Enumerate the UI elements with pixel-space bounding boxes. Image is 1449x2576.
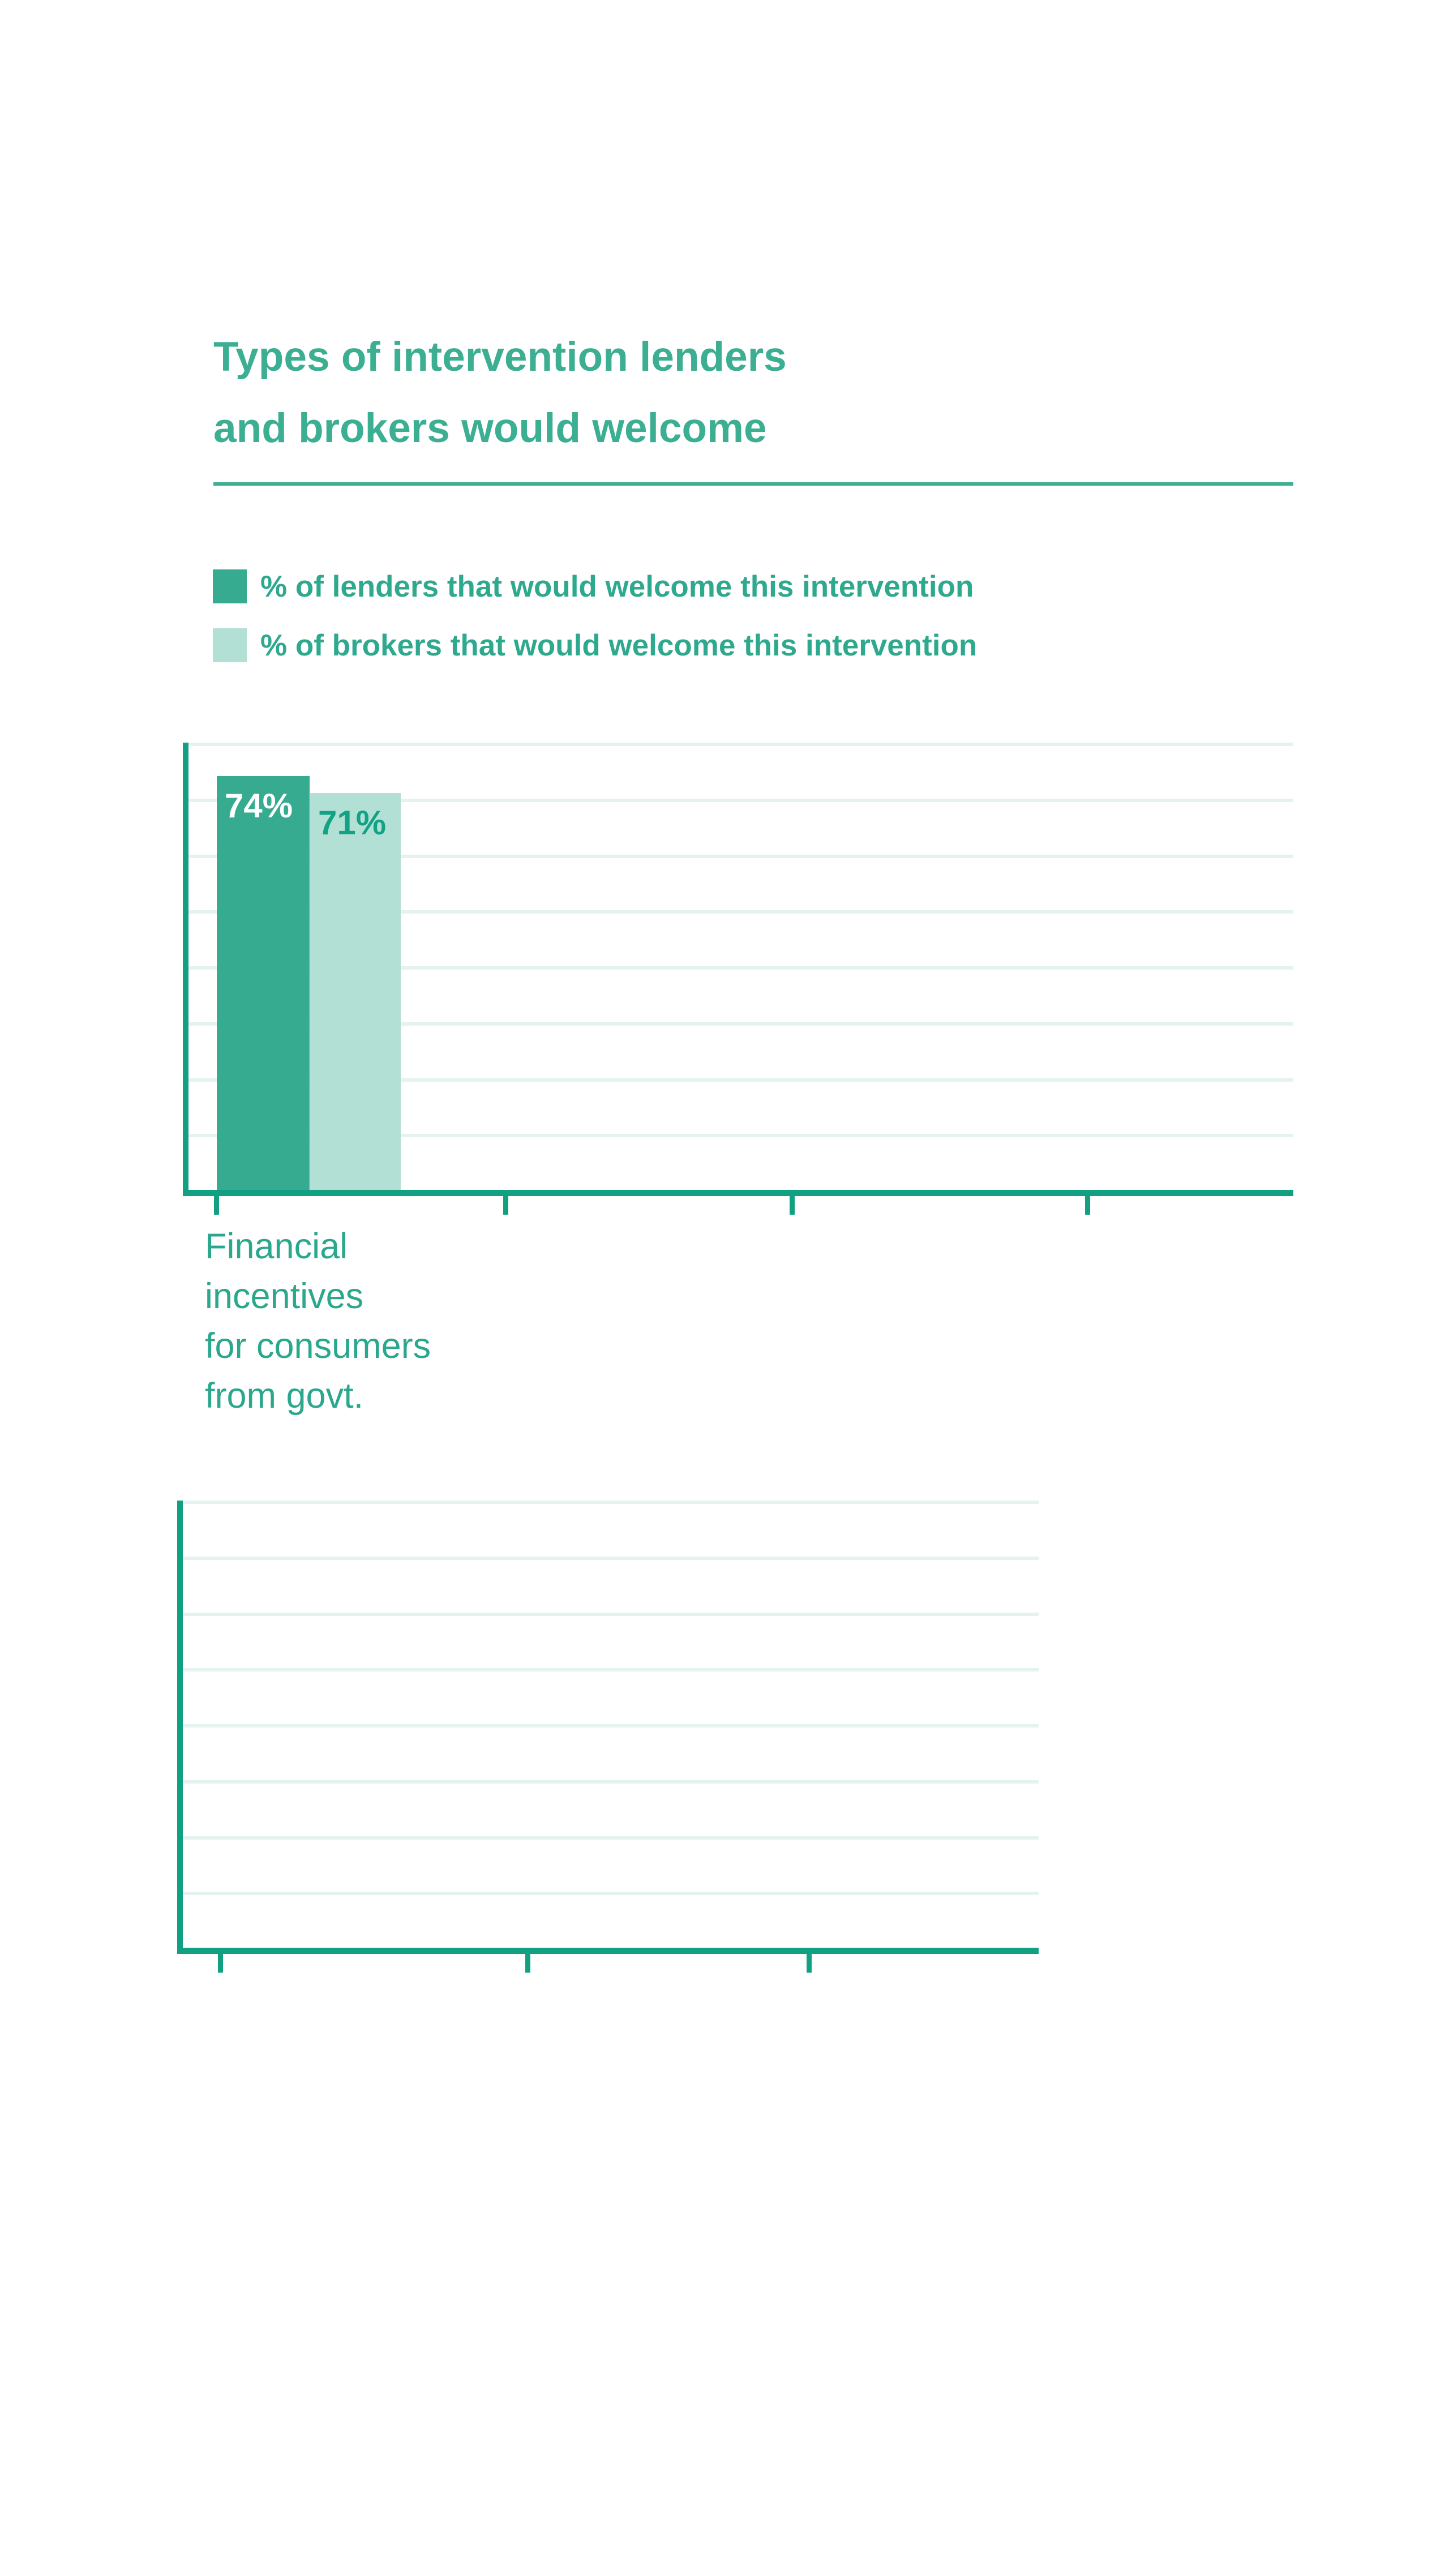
chart-1-x-axis bbox=[183, 1190, 1293, 1196]
legend-label-brokers: % of brokers that would welcome this int… bbox=[260, 628, 978, 662]
legend-item-lenders: % of lenders that would welcome this int… bbox=[213, 569, 974, 603]
chart-1-y-axis bbox=[183, 743, 188, 1196]
chart-1-x-tick-1 bbox=[214, 1196, 219, 1215]
chart-2-plot-area bbox=[183, 1501, 1039, 1948]
chart-1-plot-area: 74% 71% bbox=[188, 743, 1293, 1190]
legend-label-lenders: % of lenders that would welcome this int… bbox=[260, 569, 974, 603]
bar-value-label-brokers: 71% bbox=[318, 804, 387, 842]
bar-chart-empty bbox=[177, 1501, 1039, 1973]
gridline bbox=[188, 1134, 1293, 1137]
gridline bbox=[183, 1557, 1039, 1560]
category-label-line-2: incentives bbox=[205, 1276, 364, 1316]
gridline bbox=[183, 1892, 1039, 1895]
chart-2-x-tick-3 bbox=[807, 1954, 812, 1973]
gridline bbox=[188, 966, 1293, 970]
chart-2-x-tick-2 bbox=[525, 1954, 530, 1973]
bar-chart-interventions: 74% 71% bbox=[183, 743, 1293, 1215]
chart-1-x-tick-3 bbox=[790, 1196, 795, 1215]
page-title: Types of intervention lenders and broker… bbox=[213, 322, 787, 464]
legend-swatch-lenders bbox=[213, 569, 247, 603]
bar-lenders-74: 74% bbox=[217, 776, 310, 1190]
category-label-line-4: from govt. bbox=[205, 1376, 364, 1416]
chart-1-x-tick-4 bbox=[1085, 1196, 1090, 1215]
bar-brokers-71: 71% bbox=[310, 793, 401, 1190]
page-title-line-1: Types of intervention lenders bbox=[213, 334, 787, 380]
title-divider-rule bbox=[213, 482, 1293, 486]
category-label-line-3: for consumers bbox=[205, 1326, 431, 1366]
chart-2-x-tick-1 bbox=[218, 1954, 223, 1973]
gridline bbox=[188, 910, 1293, 914]
gridline bbox=[183, 1668, 1039, 1671]
gridline bbox=[188, 1078, 1293, 1082]
legend-swatch-brokers bbox=[213, 628, 247, 662]
chart-2-y-axis bbox=[177, 1501, 183, 1954]
gridline bbox=[188, 855, 1293, 858]
bar-value-label-lenders: 74% bbox=[225, 787, 293, 825]
chart-2-x-axis bbox=[177, 1948, 1039, 1954]
gridline bbox=[183, 1501, 1039, 1504]
x-axis-category-label: Financial incentives for consumers from … bbox=[205, 1221, 431, 1421]
legend-item-brokers: % of brokers that would welcome this int… bbox=[213, 628, 977, 662]
chart-1-x-tick-2 bbox=[503, 1196, 508, 1215]
gridline bbox=[188, 799, 1293, 802]
page-title-line-2: and brokers would welcome bbox=[213, 405, 767, 451]
gridline bbox=[183, 1836, 1039, 1840]
gridline bbox=[188, 1022, 1293, 1026]
gridline bbox=[188, 743, 1293, 746]
gridline bbox=[183, 1780, 1039, 1784]
gridline bbox=[183, 1613, 1039, 1616]
category-label-line-1: Financial bbox=[205, 1227, 348, 1266]
gridline bbox=[183, 1724, 1039, 1728]
